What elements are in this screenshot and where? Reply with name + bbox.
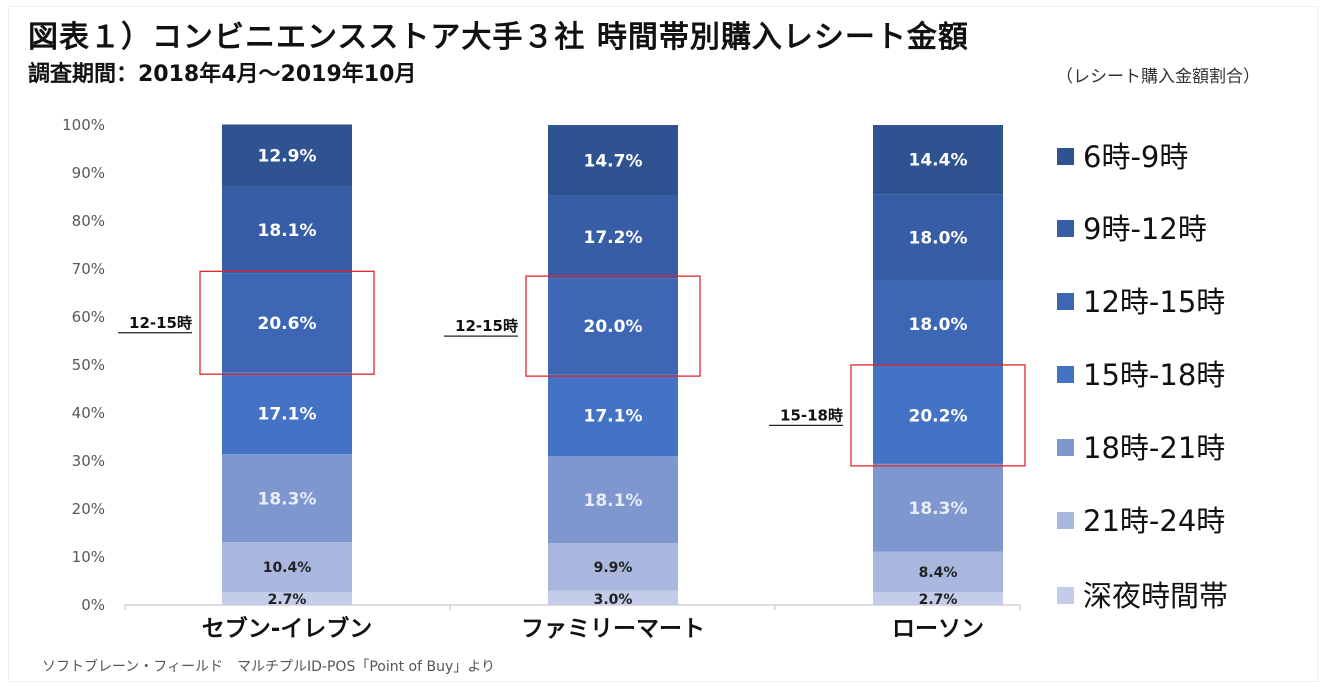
data-label: 20.0% <box>584 317 643 337</box>
category-label: セブン-イレブン <box>202 615 373 642</box>
data-label: 8.4% <box>919 565 958 581</box>
legend-label: 21時-24時 <box>1083 504 1225 538</box>
data-label: 20.2% <box>909 407 968 427</box>
data-label: 17.2% <box>584 228 643 248</box>
data-label: 20.6% <box>258 314 317 334</box>
chart-title: 図表１）コンビニエンスストア大手３社 時間帯別購入レシート金額 <box>28 20 969 55</box>
legend-swatch <box>1057 220 1074 237</box>
bar-segment <box>222 542 352 593</box>
legend-swatch <box>1057 293 1074 310</box>
bar-segment <box>873 366 1003 464</box>
bar-segment <box>548 278 678 375</box>
legend-label: 18時-21時 <box>1083 431 1225 465</box>
category-label: ファミリーマート <box>521 616 705 642</box>
bar-segment <box>222 273 352 373</box>
legend-label: 深夜時間帯 <box>1083 579 1228 613</box>
bar-segment <box>873 125 1003 195</box>
highlight-box <box>850 364 1026 467</box>
y-tick-label: 50% <box>72 356 105 374</box>
legend-swatch <box>1057 512 1074 529</box>
bar-segment <box>548 543 678 591</box>
y-tick-label: 90% <box>72 164 105 182</box>
legend-label: 12時-15時 <box>1083 285 1225 319</box>
bar-segment <box>548 590 678 605</box>
legend-swatch <box>1057 366 1074 383</box>
annotation-label: 15-18時 <box>780 406 843 424</box>
y-tick-label: 80% <box>72 212 105 230</box>
data-label: 18.0% <box>909 228 968 248</box>
legend-label: 6時-9時 <box>1083 140 1188 174</box>
data-label: 18.0% <box>909 315 968 335</box>
annotation-label: 12-15時 <box>129 314 192 332</box>
legend-swatch <box>1057 439 1074 456</box>
data-label: 3.0% <box>594 592 633 608</box>
bar-segment <box>548 374 678 457</box>
data-label: 9.9% <box>594 560 633 576</box>
bar-segment <box>548 456 678 544</box>
data-label: 18.3% <box>258 489 317 509</box>
y-tick-label: 70% <box>72 260 105 278</box>
bar-segment <box>222 372 352 455</box>
highlight-box <box>199 270 375 375</box>
legend-swatch <box>1057 148 1074 165</box>
bar-segment <box>222 186 352 274</box>
bar-segment <box>873 592 1003 605</box>
data-label: 10.4% <box>263 560 312 576</box>
y-tick-label: 30% <box>72 452 105 470</box>
legend-swatch <box>1057 587 1074 604</box>
data-label: 18.3% <box>909 499 968 519</box>
data-label: 14.4% <box>909 151 968 171</box>
y-tick-label: 40% <box>72 404 105 422</box>
bar-segment <box>873 280 1003 367</box>
survey-period: 調査期間：2018年4月～2019年10月 <box>28 62 417 87</box>
data-label: 17.1% <box>584 406 643 426</box>
legend-label: 15時-18時 <box>1083 358 1225 392</box>
data-label: 17.1% <box>258 404 317 424</box>
bar-segment <box>873 463 1003 552</box>
y-tick-label: 10% <box>72 548 105 566</box>
data-label: 14.7% <box>584 151 643 171</box>
legend-label: 9時-12時 <box>1083 212 1207 246</box>
bar-segment <box>873 551 1003 593</box>
y-tick-label: 60% <box>72 308 105 326</box>
data-label: 12.9% <box>258 147 317 167</box>
bar-segment <box>222 592 352 605</box>
data-label: 2.7% <box>919 592 958 608</box>
bar-segment <box>548 125 678 196</box>
bar-segment <box>548 195 678 279</box>
highlight-box <box>525 275 701 377</box>
unit-note: （レシート購入金額割合） <box>1056 67 1260 87</box>
bar-segment <box>222 124 352 187</box>
data-label: 18.1% <box>258 221 317 241</box>
bar-segment <box>222 454 352 543</box>
source-note: ソフトブレーン・フィールド マルチプルID-POS「Point of Buy」よ… <box>42 659 495 675</box>
data-label: 18.1% <box>584 491 643 511</box>
annotation-label: 12-15時 <box>455 317 518 335</box>
y-tick-label: 100% <box>62 116 105 134</box>
y-tick-label: 20% <box>72 500 105 518</box>
y-tick-label: 0% <box>81 596 105 614</box>
bar-segment <box>873 194 1003 281</box>
data-label: 2.7% <box>268 592 307 608</box>
category-label: ローソン <box>892 616 984 642</box>
